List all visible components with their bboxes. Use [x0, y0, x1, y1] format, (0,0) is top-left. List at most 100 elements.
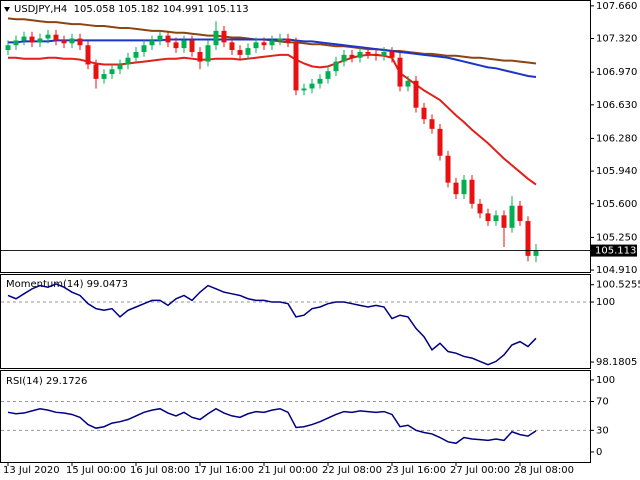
candle-body — [325, 71, 331, 79]
candle-body — [189, 40, 195, 52]
candle-body — [461, 179, 467, 195]
candle-body — [109, 69, 115, 75]
price-box — [591, 244, 637, 257]
candle-body — [93, 64, 99, 79]
candle-body — [525, 221, 531, 256]
x-tick-label: 16 Jul 08:00 — [130, 465, 190, 476]
pane-arrow — [4, 7, 10, 12]
x-tick-label: 23 Jul 16:00 — [386, 465, 446, 476]
y-tick-label: 100 — [596, 297, 615, 308]
candle-body — [509, 205, 515, 228]
candle-body — [517, 205, 523, 222]
candle-body — [45, 34, 51, 39]
y-tick-label: 107.320 — [596, 34, 637, 45]
candle-body — [437, 128, 443, 156]
candle-body — [13, 40, 19, 46]
y-tick-label: 0 — [596, 447, 602, 458]
x-tick-label: 17 Jul 16:00 — [194, 465, 254, 476]
main-pane — [0, 0, 591, 273]
candle-body — [421, 107, 427, 120]
candle-body — [125, 57, 131, 65]
candle-body — [317, 78, 323, 84]
candle-body — [29, 36, 35, 43]
price-label: 105.113 — [595, 246, 636, 257]
candle-body — [69, 38, 75, 44]
candle-body — [405, 80, 411, 87]
candle-body — [501, 215, 507, 228]
candle-body — [357, 51, 363, 58]
pane-title: USDJPY,H4 105.058 105.182 104.991 105.11… — [14, 4, 249, 15]
candle-body — [149, 40, 155, 46]
candle-body — [485, 213, 491, 222]
x-tick-label: 21 Jul 00:00 — [258, 465, 318, 476]
candle-body — [469, 179, 475, 204]
candle-body — [261, 42, 267, 46]
candle-body — [221, 30, 227, 43]
candle-body — [293, 42, 299, 91]
y-tick-label: 30 — [596, 425, 609, 436]
x-tick-label: 27 Jul 00:00 — [450, 465, 510, 476]
pane-title: RSI(14) 29.1726 — [6, 376, 87, 387]
indicator-line — [7, 283, 537, 366]
candle-body — [365, 51, 371, 54]
candle-body — [157, 35, 163, 41]
candle-body — [101, 74, 107, 79]
y-tick-label: 106.280 — [596, 133, 637, 144]
candle-body — [277, 38, 283, 41]
candle-body — [85, 45, 91, 65]
indicator-line — [7, 407, 537, 445]
y-tick-label: 100 — [596, 375, 615, 386]
y-tick-label: 107.660 — [596, 1, 637, 12]
candle-body — [453, 182, 459, 195]
x-tick-label: 28 Jul 08:00 — [514, 465, 574, 476]
candle-body — [341, 54, 347, 62]
rsi-pane — [0, 370, 591, 463]
y-tick-label: 100.5255 — [596, 280, 640, 291]
candle-body — [5, 45, 11, 51]
candle-body — [181, 40, 187, 49]
y-tick-label: 70 — [596, 397, 609, 408]
candle-body — [229, 42, 235, 51]
candle-body — [253, 42, 259, 49]
candle-body — [429, 119, 435, 129]
candle-body — [493, 215, 499, 222]
candle-body — [37, 38, 43, 43]
candle-body — [53, 34, 59, 41]
x-tick-label: 15 Jul 00:00 — [66, 465, 126, 476]
candle-body — [205, 45, 211, 62]
candle-body — [197, 51, 203, 62]
pane-title: Momentum(14) 99.0473 — [6, 279, 128, 290]
candle-body — [445, 155, 451, 183]
y-tick-label: 106.630 — [596, 100, 637, 111]
candle-body — [21, 36, 27, 41]
candle-body — [269, 40, 275, 46]
candle-body — [77, 38, 83, 46]
candle-body — [381, 51, 387, 56]
candle-body — [397, 57, 403, 87]
candle-body — [237, 50, 243, 55]
y-tick-label: 105.940 — [596, 166, 637, 177]
candle-body — [141, 45, 147, 52]
candle-body — [309, 83, 315, 89]
candle-body — [349, 54, 355, 58]
candle-body — [389, 51, 395, 58]
candle-body — [285, 38, 291, 43]
candle-body — [533, 250, 539, 256]
x-tick-label: 22 Jul 08:00 — [322, 465, 382, 476]
candle-body — [213, 30, 219, 46]
candle-body — [165, 35, 171, 43]
candle-body — [477, 203, 483, 214]
candle-body — [61, 40, 67, 44]
y-tick-label: 106.970 — [596, 67, 637, 78]
candle-body — [413, 80, 419, 108]
y-tick-label: 105.600 — [596, 199, 637, 210]
candle-body — [133, 51, 139, 58]
candle-body — [173, 42, 179, 49]
y-tick-label: 104.910 — [596, 265, 637, 276]
candle-body — [373, 53, 379, 56]
momentum-pane — [0, 274, 591, 369]
candle-body — [245, 48, 251, 55]
y-tick-label: 98.1805 — [596, 357, 637, 368]
candle-body — [301, 88, 307, 91]
